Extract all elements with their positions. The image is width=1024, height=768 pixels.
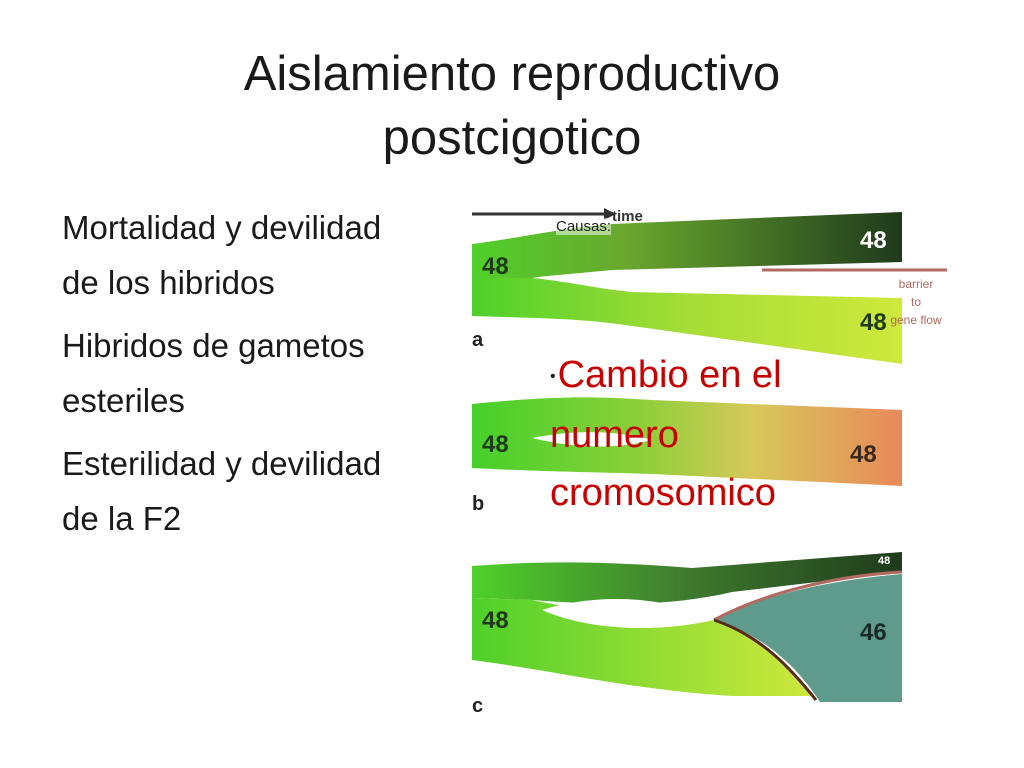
branch-b-band: [472, 397, 902, 486]
list-item-mortalidad: Mortalidad y devilidad de los hibridos: [62, 209, 382, 301]
time-label: time: [612, 208, 643, 225]
barrier-label-3: gene flow: [890, 313, 942, 327]
panel-b-end-count: 48: [850, 441, 877, 468]
time-arrow-head: [604, 208, 616, 220]
panel-c-lower-count: 46: [860, 619, 887, 646]
branch-b-gap: [532, 432, 652, 447]
branch-a-lower: [472, 278, 902, 364]
panel-c-letter: c: [472, 695, 483, 717]
panel-a-upper-count: 48: [860, 227, 887, 254]
panel-a-start-count: 48: [482, 253, 509, 280]
slide-title-line-2: postcigotico: [382, 111, 642, 165]
panel-c: 48 48 46 c: [472, 552, 903, 717]
panel-b-letter: b: [472, 493, 484, 515]
chromosome-diagram: time barrier to gene flow 48 48 48 a 48 …: [432, 196, 1024, 768]
panel-a-letter: a: [472, 329, 484, 351]
panel-b: 48 48 b: [472, 397, 902, 515]
causas-label: Causas:: [556, 218, 612, 235]
slide-title-line-1: Aislamiento reproductivo: [243, 47, 781, 101]
left-text-list: Mortalidad y devilidad de los hibridos H…: [62, 200, 422, 554]
panel-c-upper-count: 48: [878, 555, 890, 567]
branch-a-upper: [472, 212, 902, 278]
barrier-label-2: to: [911, 295, 921, 309]
panel-a: time barrier to gene flow 48 48 48 a: [472, 208, 947, 364]
panel-a-lower-count: 48: [860, 309, 887, 336]
list-item-gametos: Hibridos de gametos esteriles: [62, 327, 365, 419]
branch-c-upper: [472, 552, 902, 604]
panel-c-start-count: 48: [482, 607, 509, 634]
branch-c-teal: [714, 574, 902, 702]
branch-c-barrier-lower: [713, 618, 818, 701]
bullet-text: Cambio en el numero cromosomico: [550, 354, 782, 514]
bullet-block: •Cambio en el numero cromosomico: [550, 346, 870, 522]
list-item-esterilidad: Esterilidad y devilidad de la F2: [62, 445, 382, 537]
branch-c-lower: [472, 598, 812, 696]
slide-title: Aislamiento reproductivo postcigotico: [60, 42, 964, 170]
barrier-label-1: barrier: [899, 277, 934, 291]
panel-b-start-count: 48: [482, 431, 509, 458]
branch-c-gap: [542, 599, 714, 629]
bullet-dot: •: [550, 367, 556, 385]
branch-c-barrier-upper: [713, 570, 903, 622]
